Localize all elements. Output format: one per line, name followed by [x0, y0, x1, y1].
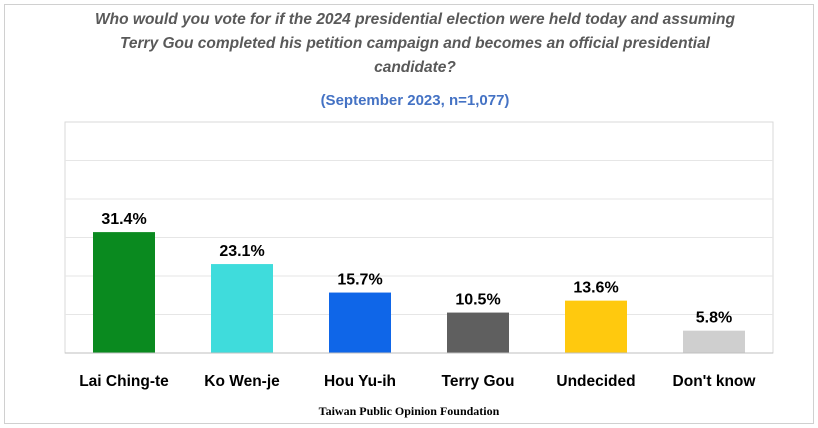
bar — [565, 300, 627, 353]
bar — [683, 330, 745, 353]
bar — [211, 264, 273, 353]
chart-title: Who would you vote for if the 2024 presi… — [95, 11, 735, 76]
bar — [447, 312, 509, 353]
category-label: Lai Ching-te — [79, 373, 169, 390]
gridlines — [65, 160, 773, 315]
chart-frame — [4, 4, 814, 424]
data-label: 31.4% — [101, 211, 146, 228]
bars — [93, 232, 745, 353]
category-label: Ko Wen-je — [204, 373, 280, 390]
category-labels: Lai Ching-te Ko Wen-je Hou Yu-ih Terry Gou U… — [79, 373, 756, 390]
data-label: 5.8% — [696, 310, 732, 327]
data-label: 23.1% — [219, 243, 264, 260]
data-label: 13.6% — [573, 280, 618, 297]
chart-subtitle: (September 2023, n=1,077) — [320, 92, 510, 109]
source-credit: Taiwan Public Opinion Foundation — [318, 404, 500, 418]
category-label: Don't know — [673, 373, 757, 390]
category-label: Hou Yu-ih — [324, 373, 396, 390]
value-labels: 31.4% 23.1% 15.7% 10.5% 13.6% 5.8% — [101, 211, 732, 327]
category-label: Undecided — [556, 373, 635, 390]
bar — [329, 292, 391, 353]
data-label: 15.7% — [337, 272, 382, 289]
category-label: Terry Gou — [442, 373, 515, 390]
data-label: 10.5% — [455, 292, 500, 309]
bar — [93, 232, 155, 353]
